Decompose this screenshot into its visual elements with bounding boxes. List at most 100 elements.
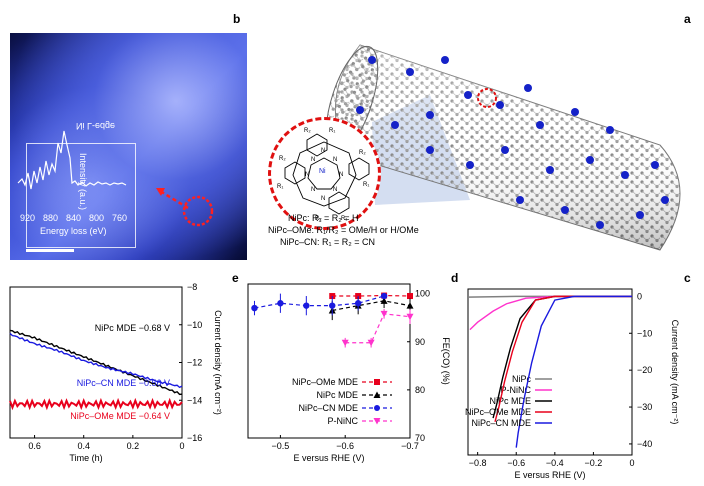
stem-region-circle: [182, 195, 214, 227]
ni-site-dot: [621, 171, 629, 179]
ni-site-dot: [596, 221, 604, 229]
n-label-2: N: [305, 172, 310, 178]
y-axis-label-c: Current density (mA cm⁻²): [670, 320, 680, 425]
n-label-6: N: [321, 148, 326, 154]
legend-label-c: NiPc–OMe MDE: [465, 407, 531, 417]
legend-label-d: P-NiNC: [328, 416, 359, 426]
series-label-e: NiPc–CN MDE −0.56 V: [77, 378, 170, 388]
series-line-e: [9, 332, 183, 389]
ni-site-dot: [536, 121, 544, 129]
inset-xtick-3: 800: [89, 213, 105, 223]
ni-site-dot: [406, 68, 414, 76]
n-label-7: N: [321, 196, 326, 202]
legend-label-d: NiPc–OMe MDE: [292, 377, 358, 387]
ni-site-dot: [426, 146, 434, 154]
inset-xtick-0: 920: [20, 213, 36, 223]
data-point-d: [406, 313, 414, 321]
x-tick-label-c: −0.4: [546, 458, 564, 468]
legend-label-c: NiPc MDE: [489, 396, 531, 406]
ni-site-dot: [356, 106, 364, 114]
data-point-d: [407, 293, 413, 300]
ni-site-dot: [464, 91, 472, 99]
x-tick-label-c: 0: [629, 458, 634, 468]
substituent-label-0: R₂: [304, 128, 311, 134]
x-tick-label-e: 0: [179, 441, 184, 451]
formula-line-1: NiPc–OMe: R₁/R₂ = OMe/H or H/OMe: [268, 225, 419, 235]
y-tick-label-d: 80: [415, 385, 425, 395]
series-line-d: [332, 300, 411, 312]
n-label-5: N: [333, 187, 338, 193]
n-label-0: N: [311, 157, 316, 163]
ni-site-dot: [441, 56, 449, 64]
legend-marker-d: [374, 405, 380, 411]
ni-site-dot: [571, 108, 579, 116]
stem-image: Ni L-edge Intensity (a.u.) 920 880 840 8…: [10, 33, 247, 260]
y-tick-label-c: −40: [637, 439, 652, 449]
panel-label-c: c: [684, 271, 691, 285]
y-tick-label-d: 70: [415, 433, 425, 443]
y-tick-label-e: −8: [187, 282, 197, 292]
n-label-1: N: [333, 157, 338, 163]
inset-xtick-2: 840: [66, 213, 82, 223]
y-axis-label-e: Current density (mA cm⁻²): [213, 310, 223, 415]
ni-site-dot: [651, 161, 659, 169]
series-line-d: [254, 295, 385, 309]
x-tick-label-d: −0.5: [272, 441, 290, 451]
eels-spectrum-line: [17, 130, 127, 190]
series-line-c: [494, 295, 632, 422]
ni-site-dot: [586, 156, 594, 164]
data-point-d: [277, 300, 284, 307]
inset-xlabel: Energy loss (eV): [40, 226, 107, 236]
y-tick-label-d: 100: [415, 289, 430, 299]
series-label-e: NiPc–OMe MDE −0.64 V: [70, 411, 170, 421]
series-line-d: [345, 313, 411, 344]
y-axis-label-d: FE(CO) (%): [441, 337, 451, 385]
data-point-d: [367, 339, 375, 347]
data-point-d: [354, 300, 362, 307]
x-tick-label-c: −0.6: [507, 458, 525, 468]
data-point-d: [251, 304, 258, 312]
y-tick-label-c: −20: [637, 365, 652, 375]
ni-site-dot: [501, 146, 509, 154]
panel-label-e: e: [232, 271, 239, 285]
data-point-d: [380, 292, 388, 300]
substituent-label-2: R₂: [359, 150, 366, 156]
series-line-c: [515, 295, 632, 448]
x-tick-label-e: 0.2: [127, 441, 140, 451]
ni-site-dot: [661, 196, 669, 204]
panel-label-a: a: [684, 12, 691, 26]
phthalocyanine-structure: [284, 133, 370, 215]
substituent-label-6: R₁: [277, 184, 284, 190]
inset-xtick-1: 880: [43, 213, 59, 223]
substituent-label-4: R₁: [341, 216, 348, 222]
legend-label-d: NiPc MDE: [316, 390, 358, 400]
panel-label-d: d: [451, 271, 459, 285]
eels-inset: [26, 143, 136, 248]
ni-site-dot: [496, 101, 504, 109]
plot-frame-d: [247, 283, 411, 439]
formula-line-2: NiPc–CN: R₁ = R₂ = CN: [280, 237, 376, 247]
legend-marker-d: [373, 418, 381, 425]
series-label-e: NiPc MDE −0.68 V: [95, 323, 170, 333]
substituent-label-7: R₂: [279, 156, 286, 162]
eels-spectrum: [17, 130, 214, 227]
legend-label-c: NiPc: [512, 374, 532, 384]
substituent-label-1: R₁: [329, 128, 336, 134]
legend-marker-d: [374, 379, 380, 385]
scale-bar: [26, 249, 74, 252]
legend-label-d: NiPc–CN MDE: [298, 403, 358, 413]
data-point-d: [380, 310, 388, 318]
x-tick-label-d: −0.6: [336, 441, 354, 451]
ni-site-dot: [466, 161, 474, 169]
ni-site-dot: [561, 206, 569, 214]
ni-site-dot: [516, 196, 524, 204]
ni-site-highlight: [477, 88, 497, 108]
data-point-d: [406, 302, 414, 309]
series-line-e: [9, 329, 183, 396]
y-tick-label-e: −16: [187, 433, 202, 443]
ni-site-dot: [368, 56, 376, 64]
